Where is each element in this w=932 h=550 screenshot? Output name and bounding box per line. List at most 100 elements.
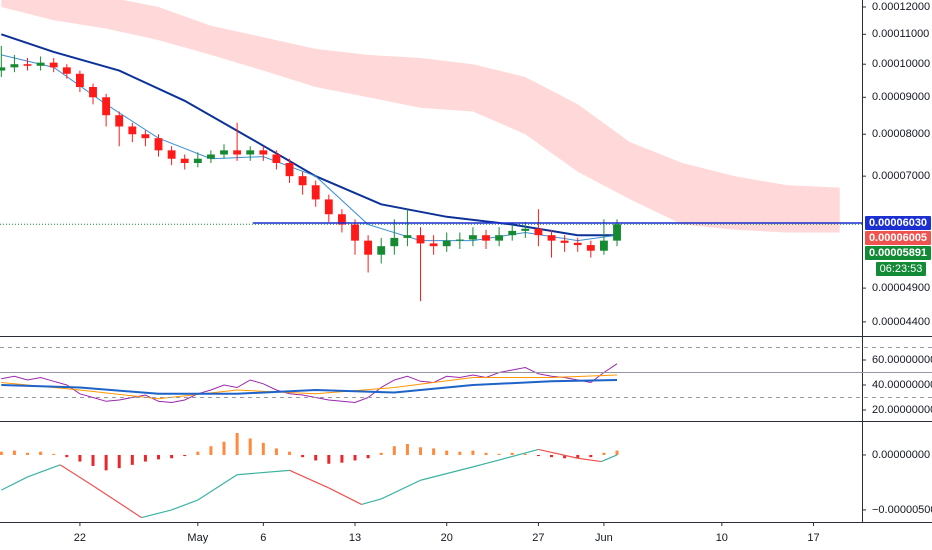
candle-body <box>403 235 412 238</box>
candle-body <box>141 134 150 139</box>
macd-line <box>171 499 199 511</box>
candle-body <box>180 158 189 163</box>
y-tick-label: 0.00011000 <box>872 28 929 40</box>
macd-line <box>538 448 578 459</box>
candle-body <box>36 62 45 66</box>
histogram-bar <box>235 432 239 455</box>
price-label-box <box>865 215 931 230</box>
candle-body <box>416 235 425 244</box>
histogram-bar <box>497 453 501 455</box>
candle-body <box>468 235 477 240</box>
histogram-bar <box>353 454 357 461</box>
x-tick-label: 22 <box>74 532 86 544</box>
histogram-bar <box>196 451 200 455</box>
histogram-bar <box>301 454 305 458</box>
countdown-box <box>876 261 926 276</box>
histogram-bar <box>183 454 187 457</box>
x-tick-label: 17 <box>807 532 819 544</box>
histogram-bar <box>445 450 449 455</box>
y-tick-label: 0.00008000 <box>872 128 930 140</box>
cloud <box>1 0 840 233</box>
histogram-bar <box>288 451 292 455</box>
macd-line <box>141 509 172 519</box>
candle-body <box>311 185 320 200</box>
price-label-box <box>865 245 931 260</box>
y-tick-label: 0.00009000 <box>872 91 930 103</box>
pane <box>0 0 862 302</box>
histogram-bar <box>157 454 161 460</box>
candle-body <box>573 242 582 246</box>
x-tick-label: 13 <box>349 532 361 544</box>
macd-line <box>27 464 61 478</box>
candle-body <box>128 126 137 135</box>
histogram-bar <box>536 454 540 457</box>
x-tick-label: 27 <box>532 532 544 544</box>
candle-body <box>75 73 84 87</box>
candle-body <box>23 64 32 66</box>
candle-body <box>193 158 202 163</box>
histogram-bar <box>130 454 134 465</box>
histogram-bar <box>52 453 56 455</box>
macd-line <box>92 485 142 519</box>
candle-body <box>102 97 111 116</box>
candle-body <box>613 224 621 241</box>
histogram-bar <box>170 454 174 459</box>
histogram-bar <box>563 454 567 459</box>
candle-body <box>455 239 464 241</box>
candle-body <box>206 154 215 159</box>
y-tick-label: 20.00000000 <box>872 404 932 416</box>
histogram-bar <box>39 451 43 455</box>
candle-body <box>220 150 228 155</box>
histogram-bar <box>523 453 527 455</box>
histogram-bar <box>615 450 619 455</box>
histogram-bar <box>366 454 370 459</box>
pane <box>0 432 619 519</box>
candle-body <box>285 162 294 177</box>
candle-body <box>298 176 307 186</box>
histogram-bar <box>91 454 95 466</box>
candle-body <box>337 214 346 225</box>
histogram-bar <box>261 442 265 455</box>
candle-body <box>351 224 359 241</box>
histogram-bar <box>274 448 278 455</box>
candle-body <box>115 115 124 127</box>
candle-body <box>246 150 255 155</box>
candle-body <box>233 150 242 155</box>
macd-line <box>577 457 602 463</box>
macd-line <box>1 476 28 491</box>
histogram-bar <box>104 454 108 471</box>
macd-line <box>361 498 382 505</box>
candle-body <box>0 67 6 71</box>
macd-line <box>289 469 330 489</box>
candle-body <box>534 228 543 236</box>
candle-body <box>324 199 333 215</box>
candle-body <box>167 150 176 159</box>
pane <box>1 363 618 404</box>
histogram-bar <box>432 448 436 455</box>
candle-body <box>495 235 504 241</box>
candle-body <box>521 228 530 231</box>
macd-line <box>237 469 290 476</box>
candle-body <box>429 243 438 247</box>
candle-body <box>272 154 281 163</box>
histogram-bar <box>576 454 580 459</box>
histogram-bar <box>327 454 331 464</box>
histogram-bar <box>26 452 30 455</box>
macd-line <box>601 454 618 463</box>
candle-body <box>442 240 451 247</box>
candle-body <box>259 150 268 155</box>
histogram-bar <box>405 443 409 455</box>
histogram-bar <box>589 454 593 458</box>
y-tick-label: 0.00007000 <box>872 170 930 182</box>
macd-line <box>197 474 238 501</box>
histogram-bar <box>550 454 554 458</box>
x-tick-label: 20 <box>441 532 453 544</box>
histogram-bar <box>510 452 514 455</box>
y-tick-label: 0.00004400 <box>872 316 930 328</box>
price-label: 0.00006005 <box>869 232 927 244</box>
histogram-bar <box>248 438 252 455</box>
price-label-box <box>865 230 931 245</box>
histogram-bar <box>484 452 488 455</box>
candle-body <box>364 240 373 255</box>
